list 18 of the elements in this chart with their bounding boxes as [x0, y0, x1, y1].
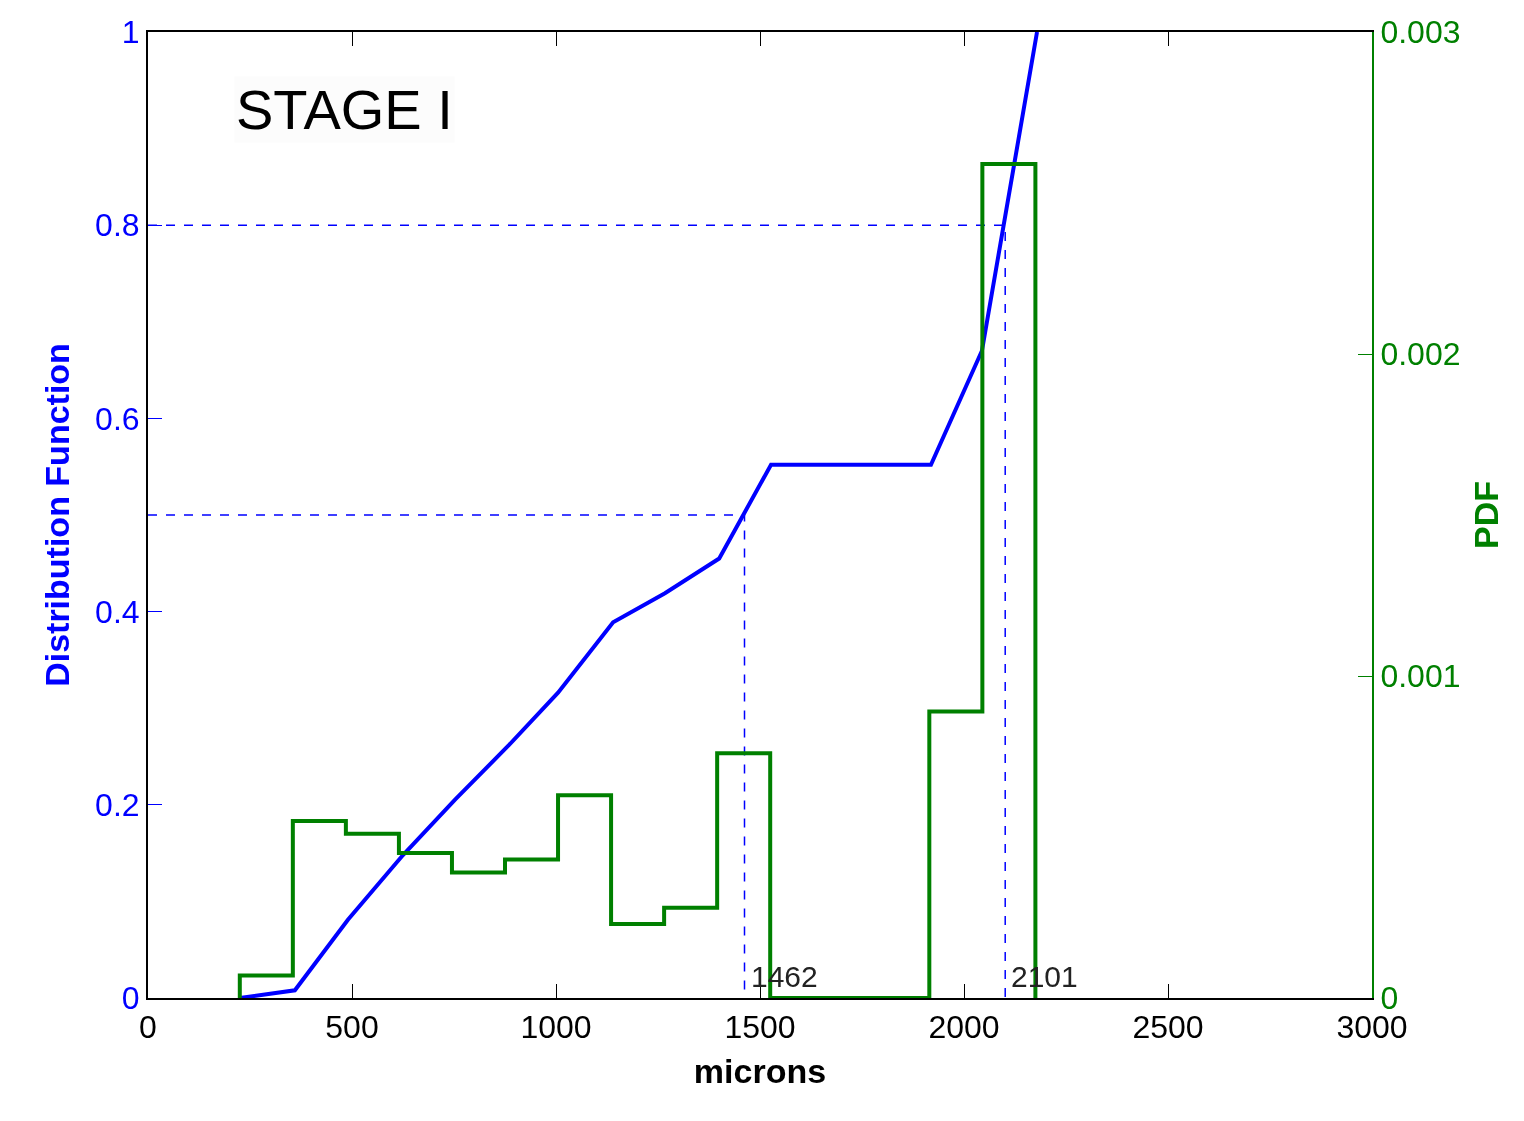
annotation: STAGE I: [236, 78, 453, 141]
x-axis-title: microns: [693, 1052, 827, 1091]
x-tick-label: 2000: [928, 1009, 1000, 1046]
y2-tick-label: 0.002: [1380, 336, 1461, 373]
x-tick-label: 500: [325, 1009, 379, 1046]
x-tick-label: 1500: [724, 1009, 796, 1046]
y-tick-label: 0.2: [95, 787, 140, 823]
y2-tick-label: 0.003: [1380, 14, 1461, 51]
y2-tick-label: 0.001: [1380, 658, 1461, 695]
y-tick-label: 0.6: [95, 400, 140, 437]
x-tick-label: 2500: [1132, 1009, 1204, 1046]
y-tick-label: 0.4: [95, 593, 140, 630]
y-axis-title: Distribution Function: [38, 343, 77, 687]
y-tick-label: 0: [121, 980, 140, 1017]
x-tick-label: 1000: [520, 1009, 592, 1046]
y-tick-label: 0.8: [95, 207, 140, 244]
y2-axis-title: PDF: [1467, 481, 1506, 549]
y-tick-label: 1: [121, 14, 140, 51]
